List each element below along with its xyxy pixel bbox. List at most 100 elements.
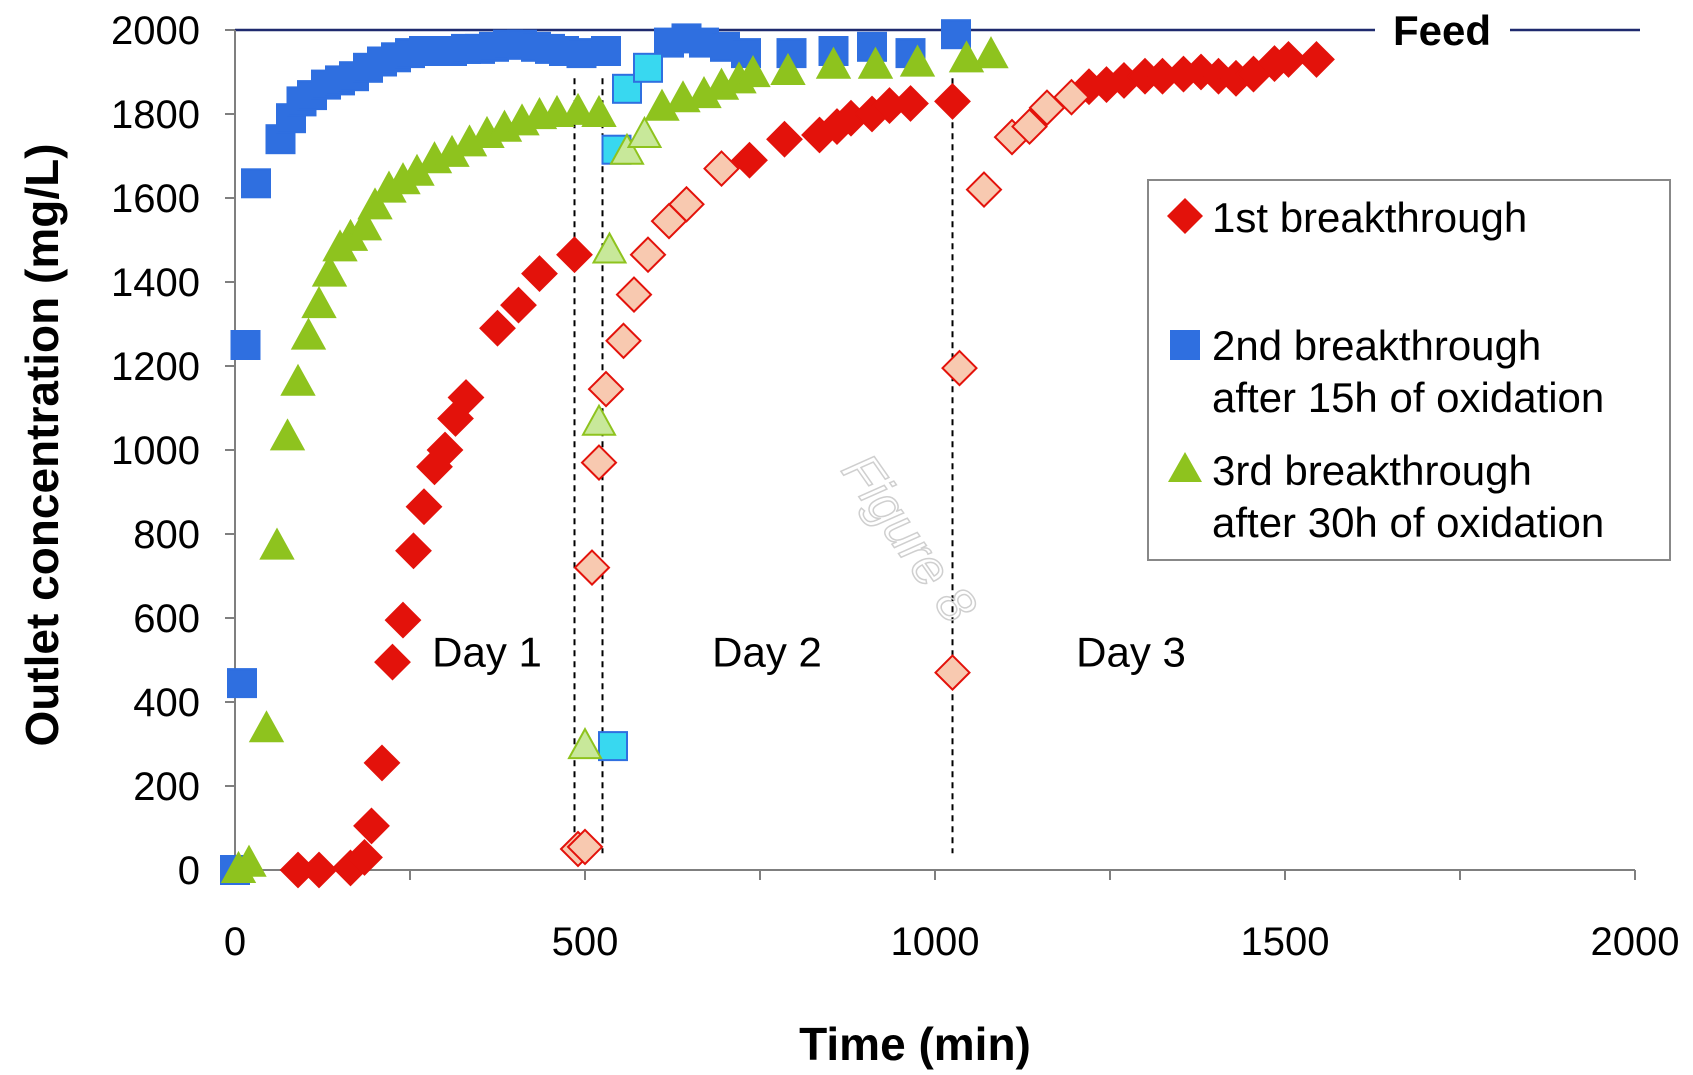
- series-3-point: [815, 46, 852, 79]
- series-3-point: [581, 94, 617, 127]
- series-1-point: [731, 141, 768, 179]
- series-1-open-point: [934, 654, 971, 692]
- series-1-point: [479, 309, 516, 347]
- legend-label-3rd-line1: 3rd breakthrough: [1212, 447, 1532, 494]
- series-3-point: [948, 40, 985, 73]
- series-1-open-point: [573, 549, 611, 587]
- y-tick-label: 400: [133, 681, 200, 725]
- series-1-point: [766, 120, 803, 158]
- series-1-point: [556, 236, 593, 274]
- legend-marker-square-icon: [1170, 330, 1200, 360]
- y-tick-label: 800: [133, 513, 200, 557]
- series-3-point: [259, 527, 295, 560]
- series-3-point: [357, 187, 393, 220]
- series-1-point: [447, 379, 485, 416]
- series-3-point: [301, 286, 337, 319]
- y-tick-label: 0: [178, 849, 200, 893]
- legend-label-3rd-line2: after 30h of oxidation: [1212, 499, 1604, 546]
- x-tick-label: 1500: [1241, 920, 1330, 964]
- series-1-point: [346, 838, 383, 876]
- series-3-point: [248, 710, 285, 743]
- legend: 1st breakthrough 2nd breakthrough after …: [1147, 179, 1671, 561]
- series-3-point: [973, 36, 1009, 69]
- series-1-open-point: [615, 276, 653, 314]
- legend-label-3rd: 3rd breakthrough after 30h of oxidation: [1212, 447, 1604, 546]
- series-3-point: [311, 254, 348, 287]
- series-1-point: [384, 601, 422, 639]
- day-label: Day 2: [712, 629, 822, 676]
- series-1-open-point: [605, 322, 642, 360]
- series-1-point: [1270, 40, 1307, 78]
- series-2-point: [241, 168, 271, 199]
- series-3-open-point: [626, 115, 663, 148]
- series-1-open-point: [668, 185, 705, 223]
- legend-marker-triangle-icon: [1168, 452, 1202, 482]
- series-2-point: [227, 668, 257, 699]
- watermark: Figure 8: [830, 444, 987, 634]
- series-1-point: [1298, 40, 1335, 78]
- series-1-point: [395, 532, 432, 570]
- series-1-point: [934, 82, 971, 120]
- feed-label: Feed: [1393, 7, 1491, 54]
- y-tick-label: 200: [133, 765, 200, 809]
- y-tick-label: 1200: [111, 345, 200, 389]
- legend-label-1st: 1st breakthrough: [1212, 194, 1527, 241]
- series-3-point: [560, 92, 596, 125]
- series-3-point: [269, 418, 306, 451]
- series-1-point: [353, 807, 390, 845]
- legend-label-2nd-line2: after 15h of oxidation: [1212, 374, 1604, 421]
- series-1-point: [521, 255, 558, 293]
- series-1-open-point: [703, 150, 740, 188]
- series-1-point: [405, 488, 443, 526]
- series-3-point: [857, 46, 894, 79]
- x-tick-label: 500: [552, 920, 619, 964]
- series-3-point: [735, 55, 771, 88]
- y-tick-label: 1400: [111, 261, 200, 305]
- series-1-open-point: [941, 349, 978, 387]
- day-label: Day 3: [1076, 629, 1186, 676]
- series-1-point: [374, 643, 411, 681]
- series-1-point: [892, 85, 929, 122]
- series-1-point: [363, 744, 401, 782]
- x-tick-label: 0: [224, 920, 246, 964]
- series-2-point: [566, 38, 597, 69]
- series-2-open-point: [633, 52, 663, 83]
- x-tick-label: 1000: [891, 920, 980, 964]
- series-1-open-point: [587, 370, 625, 408]
- y-tick-label: 1600: [111, 177, 200, 221]
- series-3-open-point: [567, 727, 603, 760]
- series-2-open-point: [598, 731, 628, 762]
- series-1-open-point: [580, 444, 618, 482]
- series-3-open-point: [591, 231, 628, 264]
- series-2-point: [591, 36, 621, 66]
- legend-label-2nd-line1: 2nd breakthrough: [1212, 322, 1541, 369]
- series-1-point: [300, 851, 338, 889]
- series-3-point: [280, 363, 316, 396]
- series-3-point: [770, 52, 806, 85]
- series-1-open-point: [965, 171, 1003, 209]
- series-3-open-point: [609, 132, 645, 165]
- legend-box: [1147, 179, 1671, 561]
- series-3-point: [899, 44, 936, 77]
- series-1-open-point: [566, 828, 604, 866]
- series-3-open-point: [581, 403, 617, 436]
- y-tick-label: 600: [133, 597, 200, 641]
- series-3-point: [231, 844, 267, 877]
- y-tick-label: 1000: [111, 429, 200, 473]
- legend-label-2nd: 2nd breakthrough after 15h of oxidation: [1212, 322, 1604, 421]
- series-1-open-point: [629, 236, 667, 274]
- series-3-point: [290, 317, 327, 350]
- y-axis-title: Outlet concentration (mg/L): [16, 143, 68, 746]
- x-tick-label: 2000: [1591, 920, 1680, 964]
- series-1-open-point: [1053, 78, 1090, 116]
- legend-marker-diamond-icon: [1167, 198, 1203, 234]
- day-label: Day 1: [432, 629, 542, 676]
- x-axis-title: Time (min): [799, 1018, 1031, 1070]
- series-1-point: [426, 431, 464, 469]
- series-2-point: [230, 330, 261, 360]
- y-tick-label: 2000: [111, 9, 200, 53]
- series-3-point: [346, 208, 383, 241]
- series-1-point: [500, 286, 537, 324]
- series-1-open-point: [1011, 108, 1048, 146]
